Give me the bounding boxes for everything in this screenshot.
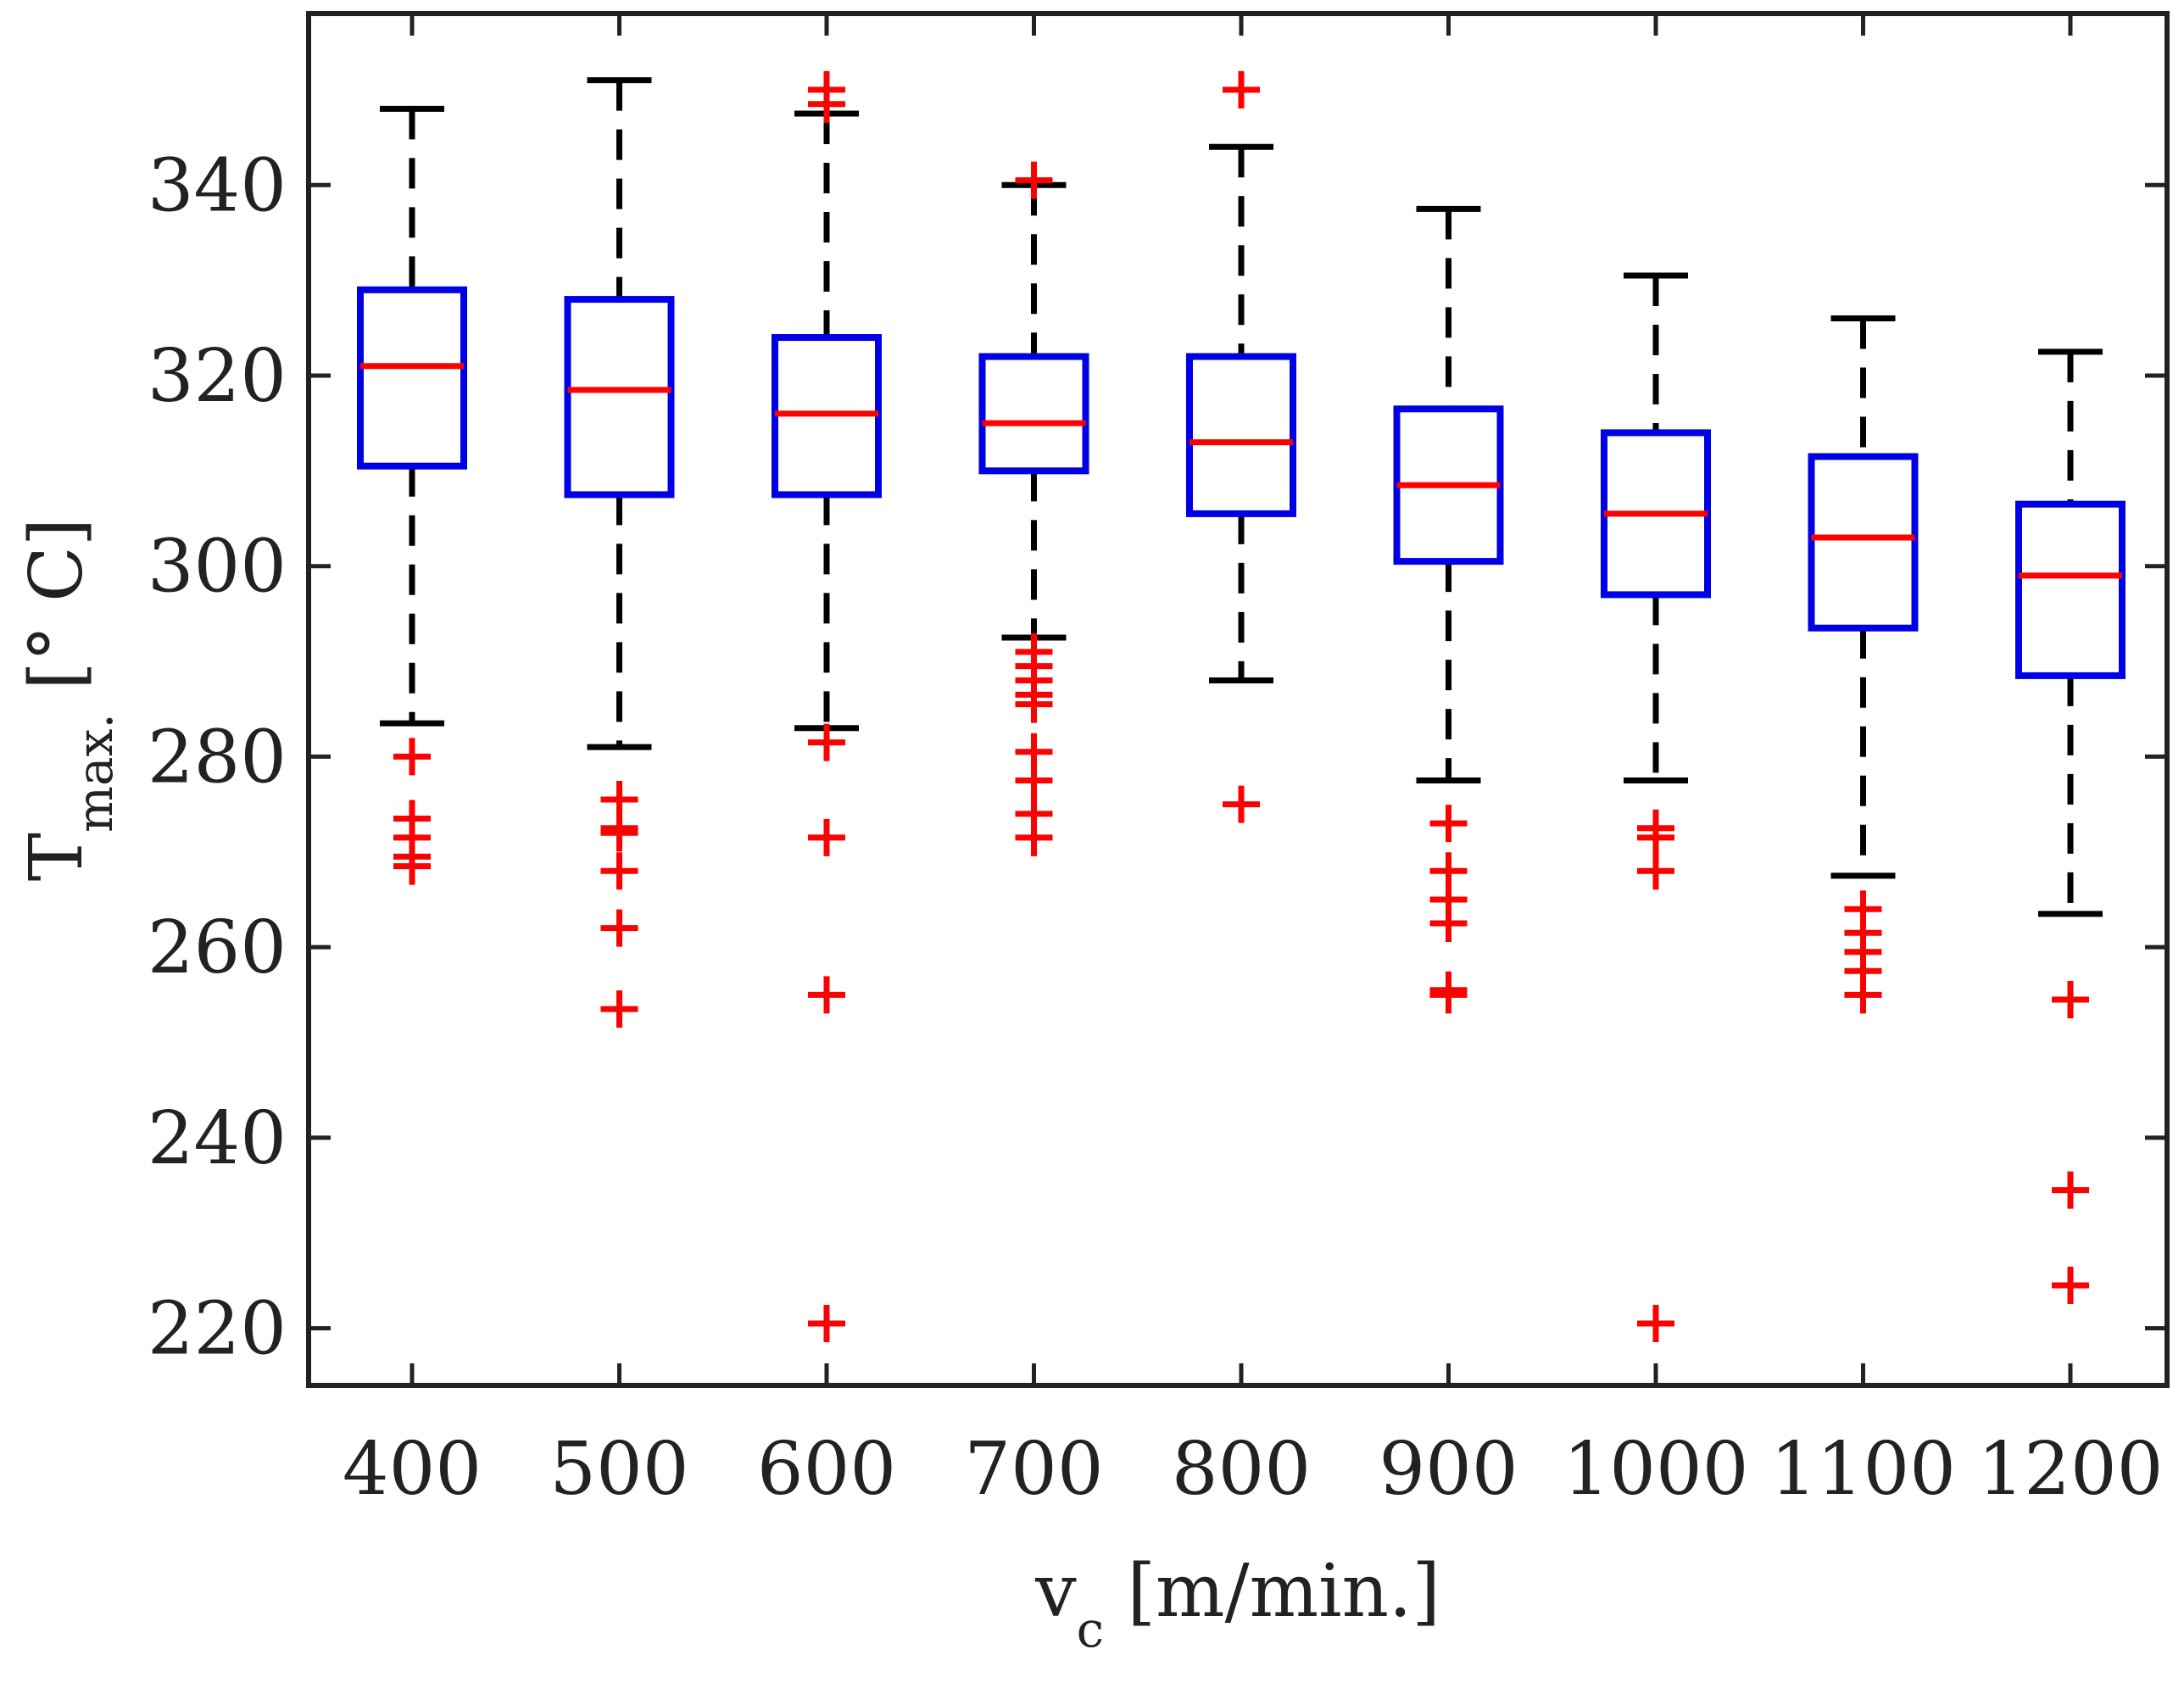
outlier-marker bbox=[808, 723, 845, 761]
boxes-layer bbox=[357, 77, 2126, 917]
iqr-box bbox=[2015, 500, 2126, 679]
y-axis-title-sub: max. bbox=[66, 713, 124, 833]
x-axis-title-unit: [m/min.] bbox=[1104, 1549, 1440, 1634]
y-tick-label: 280 bbox=[148, 715, 287, 800]
x-tick-label: 500 bbox=[549, 1427, 688, 1512]
x-tick-label: 1000 bbox=[1563, 1427, 1749, 1512]
x-tick-label: 400 bbox=[343, 1427, 482, 1512]
outlier-marker bbox=[600, 814, 638, 852]
box-400 bbox=[357, 105, 467, 727]
y-tick-label: 340 bbox=[148, 143, 287, 228]
iqr-box bbox=[978, 353, 1089, 475]
outlier-marker bbox=[1429, 905, 1468, 943]
outlier-marker bbox=[1015, 161, 1053, 199]
y-tick-label: 240 bbox=[148, 1096, 287, 1181]
outlier-marker bbox=[808, 818, 845, 856]
outlier-marker bbox=[808, 85, 845, 123]
outlier-marker bbox=[1637, 1304, 1674, 1342]
box-500 bbox=[564, 77, 675, 750]
x-tick-label: 900 bbox=[1379, 1427, 1518, 1512]
outlier-marker bbox=[2052, 980, 2089, 1018]
x-tick-label: 700 bbox=[964, 1427, 1103, 1512]
outlier-marker bbox=[1223, 785, 1260, 823]
outlier-marker bbox=[600, 990, 638, 1028]
outlier-marker bbox=[393, 738, 431, 776]
outlier-marker bbox=[1015, 685, 1053, 723]
iqr-box bbox=[1186, 353, 1296, 517]
box-900 bbox=[1393, 205, 1504, 784]
outlier-marker bbox=[808, 976, 845, 1014]
x-axis: 400 500 600 700 800 900 1000 1100 1200 bbox=[343, 14, 2164, 1512]
outlier-marker bbox=[1844, 976, 1882, 1014]
plot-frame bbox=[306, 11, 2170, 1388]
box-1200 bbox=[2015, 348, 2126, 917]
box-800 bbox=[1186, 143, 1296, 684]
y-tick-label: 320 bbox=[148, 334, 287, 419]
outlier-marker bbox=[600, 909, 638, 947]
y-axis: 220 240 260 280 300 320 340 bbox=[148, 143, 2167, 1372]
outlier-marker bbox=[393, 847, 431, 885]
y-axis-title: Tmax. [° C] bbox=[14, 518, 124, 882]
x-axis-title-sub: c bbox=[1077, 1601, 1104, 1658]
iqr-box bbox=[1808, 453, 1919, 632]
outlier-marker bbox=[1015, 818, 1053, 856]
x-tick-label: 600 bbox=[757, 1427, 896, 1512]
outlier-marker bbox=[1429, 976, 1468, 1014]
x-tick-label: 1100 bbox=[1770, 1427, 1956, 1512]
x-axis-title: vc [m/min.] bbox=[1034, 1549, 1440, 1658]
outlier-marker bbox=[600, 852, 638, 890]
box-1100 bbox=[1808, 315, 1919, 879]
y-tick-label: 260 bbox=[148, 906, 287, 990]
outliers-layer bbox=[393, 70, 2089, 1342]
x-axis-title-main: v bbox=[1034, 1549, 1077, 1634]
outlier-marker bbox=[1637, 852, 1674, 890]
y-axis-title-unit: [° C] bbox=[14, 518, 99, 714]
y-axis-title-main: T bbox=[14, 833, 99, 881]
box-600 bbox=[772, 110, 882, 732]
outlier-marker bbox=[808, 1304, 845, 1342]
iqr-box bbox=[357, 286, 467, 470]
outlier-marker bbox=[2052, 1267, 2089, 1305]
outlier-marker bbox=[1429, 805, 1468, 843]
outlier-marker bbox=[2052, 1171, 2089, 1209]
box-1000 bbox=[1601, 272, 1711, 784]
x-tick-label: 1200 bbox=[1978, 1427, 2164, 1512]
outlier-marker bbox=[1637, 818, 1674, 856]
box-700 bbox=[978, 181, 1089, 641]
y-tick-label: 300 bbox=[148, 525, 287, 610]
outlier-marker bbox=[1015, 761, 1053, 800]
y-tick-label: 220 bbox=[148, 1287, 287, 1372]
iqr-box bbox=[564, 296, 675, 499]
x-tick-label: 800 bbox=[1172, 1427, 1311, 1512]
outlier-marker bbox=[1223, 70, 1260, 109]
